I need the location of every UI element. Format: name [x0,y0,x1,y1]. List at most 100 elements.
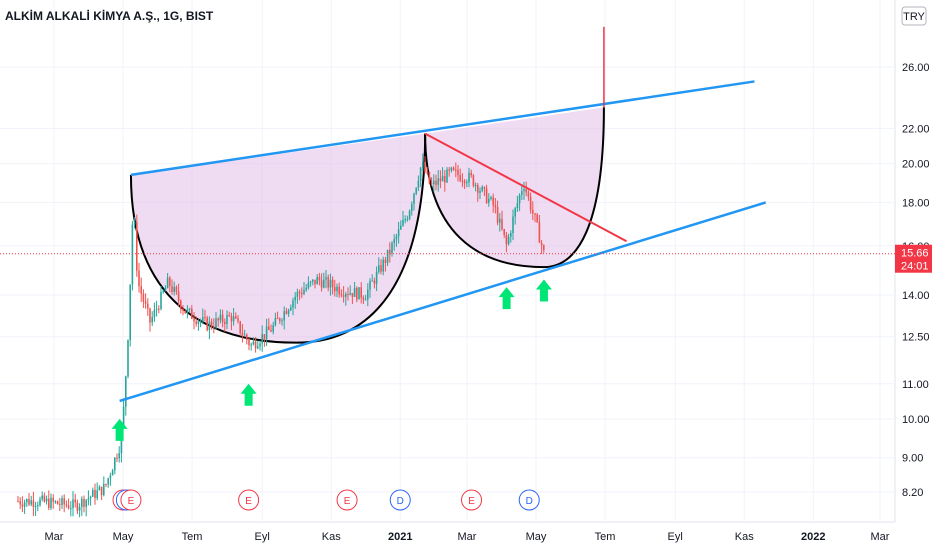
candle [375,266,378,292]
earnings-badge[interactable]: E [461,489,483,511]
symbol-title: ALKİM ALKALİ KİMYA A.Ş., 1G, BIST [5,8,214,23]
event-badges[interactable]: EDEEEDED [112,489,540,511]
candle [186,305,189,319]
candle [448,166,450,177]
candle [118,446,120,463]
candle [166,273,169,289]
candle [125,375,127,416]
candle [217,317,219,327]
candle [369,278,371,298]
candle [507,233,510,246]
candle [184,310,186,314]
candle [175,285,178,295]
candle [494,198,497,214]
candle [204,309,206,322]
y-tick-label: 18.00 [902,197,930,209]
candle [338,282,340,298]
earnings-badge[interactable]: E [238,489,260,511]
candle [153,302,156,322]
candle [160,286,162,311]
candle [428,171,431,185]
candle [52,494,54,509]
candle [362,295,365,304]
dividend-badge[interactable]: D [389,489,411,511]
candle [221,309,224,328]
candle [292,297,294,316]
candle [298,289,301,301]
dividend-badge[interactable]: D [518,489,540,511]
candle [116,453,118,463]
candle [182,305,184,316]
x-tick-label: 2022 [801,531,825,543]
cup-fill-1 [130,133,426,343]
candle [81,496,83,516]
candle [92,487,94,498]
candle [345,291,347,306]
candle [303,281,305,296]
candle [455,162,457,178]
y-tick-label: 14.00 [902,290,930,302]
candle [334,279,336,297]
candle [248,337,250,351]
currency-button[interactable]: TRY [901,6,927,26]
price-axis[interactable]: 8.209.0010.0011.0012.5014.0016.0018.0020… [895,62,932,499]
candle [252,337,255,346]
candle [371,274,373,282]
candles [17,153,545,518]
candle [411,201,413,216]
candle [503,228,505,239]
candle [415,187,417,196]
x-tick-label: Mar [45,531,64,543]
candle [320,273,323,292]
candle [202,308,204,325]
grid [0,0,896,523]
candle [67,498,70,510]
x-tick-label: Eyl [255,531,270,543]
candle [155,300,158,317]
x-tick-label: Mar [871,531,890,543]
candle [279,317,281,325]
candle [395,233,398,247]
time-axis[interactable]: Mar May Tem Eyl Kas 2021 Mar May Tem Eyl Kas 2022 Ma… [45,531,890,543]
candle [261,325,263,352]
candle [32,491,35,517]
candle [492,193,494,213]
x-tick-label: Kas [322,531,341,543]
candle [351,292,354,304]
candle [136,214,138,277]
candle [72,491,74,517]
candle [305,283,307,292]
x-tick-label: Eyl [668,531,683,543]
candle [83,495,85,513]
earnings-badge[interactable]: E [336,489,358,511]
candle [133,217,136,229]
candle [147,298,149,316]
candle [30,495,32,507]
candle [158,305,160,314]
candle [479,187,481,200]
candle [400,220,402,230]
candle [527,190,530,201]
candle [164,285,167,292]
earnings-badge[interactable]: E [120,489,142,511]
candle [470,169,472,178]
up-arrow-icon [240,383,257,406]
y-tick-label: 8.20 [902,487,923,499]
candle [446,167,448,183]
candle [232,308,235,326]
up-arrow-icon [498,287,515,310]
candle [340,289,343,298]
candle [23,499,26,514]
candle [45,495,48,505]
candle [78,503,81,518]
candle [274,312,277,327]
candle [149,307,151,332]
candle [325,270,327,289]
candle [111,468,114,476]
candle [281,317,283,326]
candle [461,173,464,188]
x-tick-label: Mar [458,531,477,543]
cup-outline-1 [129,133,427,344]
candle [307,276,310,290]
